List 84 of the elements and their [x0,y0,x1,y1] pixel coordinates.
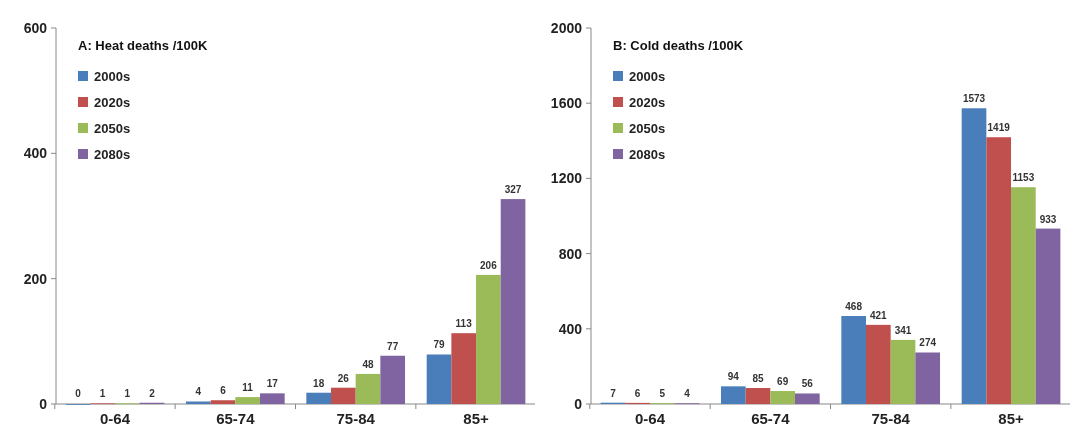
data-label: 56 [801,378,814,390]
x-tick-label: 75-84 [871,410,911,427]
bar [986,137,1012,404]
legend-label: 2000s [629,68,666,84]
data-label: 421 [870,309,888,321]
legend-label: 2020s [94,94,131,110]
bar [260,393,285,404]
data-label: 206 [480,259,498,271]
y-tick-label: 1600 [550,95,583,112]
x-tick-label: 65-74 [751,410,791,427]
y-tick-label: 2000 [550,19,583,36]
data-label: 6 [634,387,641,399]
bar [720,386,746,404]
data-label: 5 [659,388,666,400]
x-tick-label: 0-64 [634,410,666,427]
bar [426,354,452,404]
bar [1035,228,1061,404]
data-label: 6 [220,385,227,397]
data-label: 274 [919,337,937,349]
bar [235,397,260,404]
data-label: 1573 [962,93,986,105]
text: A: Heat deaths /100K [78,38,208,53]
data-label: 4 [684,388,691,400]
data-label: 26 [337,372,350,384]
data-label: 18 [313,377,325,389]
x-tick-label: 85+ [998,410,1024,427]
bar [331,387,356,404]
data-label: 0 [75,388,82,400]
data-label: 933 [1039,213,1057,225]
legend-label: 2050s [94,120,131,136]
data-label: 77 [387,340,399,352]
bar [451,333,477,404]
bar [866,324,891,404]
data-label: 69 [777,376,789,388]
legend-label: 2080s [629,146,666,162]
bar [841,316,866,404]
y-tick-label: 1200 [550,170,583,187]
y-tick-label: 800 [558,245,583,262]
data-label: 7 [610,387,617,399]
data-label: 1153 [1012,172,1035,184]
legend-label: 2080s [94,146,131,162]
text: B: Cold deaths /100K [613,38,744,53]
bar [210,400,236,404]
bar [915,352,941,404]
bar [745,388,771,404]
data-label: 79 [433,339,446,351]
x-tick-label: 85+ [463,410,489,427]
data-label: 48 [362,358,375,370]
y-tick-label: 0 [574,395,583,412]
data-label: 1419 [987,122,1011,134]
data-label: 17 [266,378,279,390]
bar [961,108,987,404]
y-tick-label: 400 [558,320,583,337]
bar [185,401,211,404]
data-label: 94 [727,371,740,383]
data-label: 327 [504,184,522,196]
bar [890,339,916,404]
bar [500,199,526,404]
data-label: 341 [894,324,912,336]
data-label: 11 [242,382,254,394]
data-label: 1 [99,388,106,400]
x-tick-label: 0-64 [99,410,131,427]
bar [476,274,501,404]
data-label: 1 [124,388,131,400]
y-tick-label: 400 [23,145,48,162]
data-label: 468 [845,301,863,313]
x-tick-label: 65-74 [216,410,256,427]
data-label: 113 [455,318,473,330]
bar [355,373,381,404]
y-tick-label: 600 [23,19,48,36]
data-label: 2 [149,387,156,399]
x-tick-label: 75-84 [336,410,376,427]
bar [795,393,820,404]
data-label: 4 [195,386,202,398]
data-label: 85 [752,373,764,385]
bar [306,392,331,404]
bar [770,391,795,404]
y-tick-label: 200 [23,270,48,287]
legend-label: 2050s [629,120,666,136]
legend-label: 2020s [629,94,666,110]
legend-label: 2000s [94,68,131,84]
bar [380,355,406,404]
bar [1011,187,1036,404]
y-tick-label: 0 [39,395,48,412]
